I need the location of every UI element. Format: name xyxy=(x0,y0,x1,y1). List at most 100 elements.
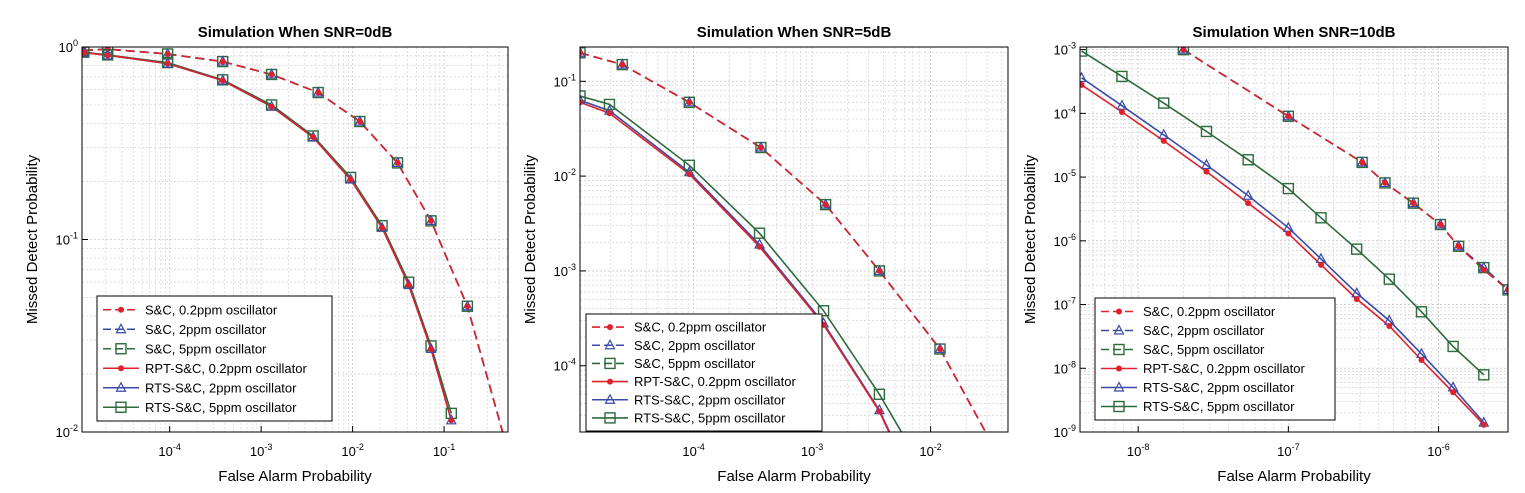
y-tick-label-exp: -5 xyxy=(1068,168,1076,178)
series-line-6 xyxy=(580,95,903,432)
data-point xyxy=(876,408,883,415)
data-point xyxy=(428,217,435,224)
legend-label: RTS-S&C, 5ppm oscillator xyxy=(634,410,786,425)
legend: S&C, 0.2ppm oscillator S&C, 2ppm oscillat… xyxy=(585,313,823,432)
data-point xyxy=(580,49,583,56)
data-point xyxy=(603,98,616,111)
data-point xyxy=(464,303,471,310)
data-point xyxy=(873,388,886,400)
y-tick-label: 10-3 xyxy=(1054,41,1076,58)
y-tick-label: 10-1 xyxy=(56,231,78,248)
y-tick-label-base: 10 xyxy=(1054,106,1068,121)
data-point xyxy=(1285,113,1292,120)
data-point xyxy=(164,60,171,67)
y-tick-label-exp: -1 xyxy=(568,72,576,82)
data-point xyxy=(356,118,363,125)
x-tick-label: 10-2 xyxy=(919,442,941,459)
x-tick-label: 10-8 xyxy=(1127,442,1149,459)
x-tick-label-exp: -2 xyxy=(356,442,364,452)
data-point xyxy=(1386,323,1393,330)
legend-label: RPT-S&C, 0.2ppm oscillator xyxy=(634,374,797,389)
data-point xyxy=(1118,109,1125,116)
data-point xyxy=(686,171,693,178)
x-tick-label: 10-1 xyxy=(433,442,455,459)
y-tick-label-exp: -4 xyxy=(568,357,576,367)
chart-title: Simulation When SNR=10dB xyxy=(1193,24,1396,41)
y-tick-label: 10-4 xyxy=(554,357,576,374)
x-tick-label-exp: -7 xyxy=(1292,442,1300,452)
series-line-3 xyxy=(1182,48,1508,291)
x-tick-label: 10-6 xyxy=(1427,442,1449,459)
y-tick-label-base: 10 xyxy=(1054,170,1068,185)
data-point xyxy=(1080,47,1088,57)
plot-area xyxy=(82,47,504,432)
x-tick-label-base: 10 xyxy=(158,444,172,459)
data-point xyxy=(1418,356,1425,363)
data-point xyxy=(1158,97,1170,109)
data-point xyxy=(1480,266,1487,273)
y-tick-label: 10-9 xyxy=(1054,423,1076,440)
y-tick-label: 10-6 xyxy=(1054,232,1076,249)
legend-label: S&C, 0.2ppm oscillator xyxy=(1143,304,1276,319)
data-point xyxy=(580,90,586,102)
data-point xyxy=(1200,158,1212,170)
data-point xyxy=(394,159,401,166)
legend-box xyxy=(585,313,823,432)
series-line-5 xyxy=(1081,77,1485,424)
data-point xyxy=(1478,369,1490,381)
legend: S&C, 0.2ppm oscillator S&C, 2ppm oscillat… xyxy=(96,295,333,422)
y-tick-label-exp: 0 xyxy=(73,38,78,48)
data-point xyxy=(1177,47,1190,56)
legend-marker xyxy=(1116,308,1122,315)
data-point xyxy=(82,49,87,56)
x-tick-label-base: 10 xyxy=(1127,444,1141,459)
legend-marker xyxy=(118,306,124,313)
data-point xyxy=(379,224,386,231)
data-point xyxy=(448,417,455,424)
x-tick-label-base: 10 xyxy=(250,444,264,459)
x-tick-label: 10-4 xyxy=(158,442,180,459)
x-tick-label: 10-4 xyxy=(682,442,704,459)
data-point xyxy=(619,61,626,68)
y-tick-label-base: 10 xyxy=(554,74,568,89)
x-tick-label-exp: -4 xyxy=(173,442,181,452)
data-point xyxy=(1242,189,1254,200)
data-point xyxy=(1450,389,1457,396)
legend-marker xyxy=(115,343,127,355)
series-line-6 xyxy=(1081,50,1485,376)
y-tick-label-base: 10 xyxy=(1054,298,1068,313)
y-tick-label-base: 10 xyxy=(554,169,568,184)
y-tick-label-exp: -8 xyxy=(1068,359,1076,369)
legend-marker xyxy=(1116,365,1122,372)
x-axis-label: False Alarm Probability xyxy=(218,468,372,485)
y-tick-label-exp: -2 xyxy=(568,167,576,177)
data-point xyxy=(1285,230,1292,237)
y-tick-label-base: 10 xyxy=(59,40,73,55)
series-line-4 xyxy=(1081,84,1485,426)
x-tick-label-base: 10 xyxy=(801,444,815,459)
data-point xyxy=(1447,340,1459,353)
y-tick-label: 10-4 xyxy=(1054,104,1076,121)
data-point xyxy=(876,267,883,274)
legend-label: S&C, 2ppm oscillator xyxy=(145,322,267,337)
legend-label: RTS-S&C, 2ppm oscillator xyxy=(634,392,786,407)
y-tick-label: 10-1 xyxy=(554,72,576,89)
legend-label: S&C, 2ppm oscillator xyxy=(634,338,756,353)
data-point xyxy=(1180,47,1187,53)
y-tick-label-base: 10 xyxy=(1054,43,1068,58)
y-tick-label-exp: -3 xyxy=(568,262,576,272)
data-point xyxy=(1502,284,1508,296)
data-point xyxy=(1080,81,1085,88)
legend-label: RTS-S&C, 5ppm oscillator xyxy=(145,400,297,415)
data-point xyxy=(405,282,412,289)
y-tick-label-base: 10 xyxy=(554,359,568,374)
legend-marker xyxy=(604,338,616,350)
y-axis-label: Missed Detect Probability xyxy=(24,154,41,324)
data-point xyxy=(1282,182,1295,195)
y-tick-label: 10-3 xyxy=(554,262,576,279)
x-tick-label-exp: -4 xyxy=(697,442,705,452)
data-point xyxy=(268,103,275,110)
y-tick-label-exp: -3 xyxy=(1068,41,1076,51)
